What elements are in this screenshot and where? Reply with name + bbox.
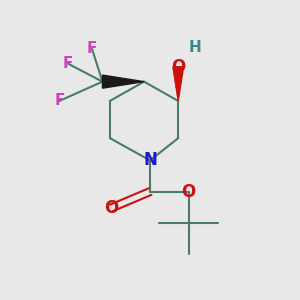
Text: H: H xyxy=(188,40,201,55)
Text: F: F xyxy=(87,41,97,56)
Text: F: F xyxy=(54,94,64,109)
Text: N: N xyxy=(143,152,157,169)
Polygon shape xyxy=(173,67,184,74)
Text: F: F xyxy=(63,56,74,71)
Text: O: O xyxy=(171,58,185,76)
Polygon shape xyxy=(174,74,182,80)
Text: O: O xyxy=(104,199,118,217)
Polygon shape xyxy=(177,94,179,101)
Polygon shape xyxy=(175,80,181,87)
Text: O: O xyxy=(182,183,196,201)
Polygon shape xyxy=(102,75,144,88)
Polygon shape xyxy=(176,87,180,94)
